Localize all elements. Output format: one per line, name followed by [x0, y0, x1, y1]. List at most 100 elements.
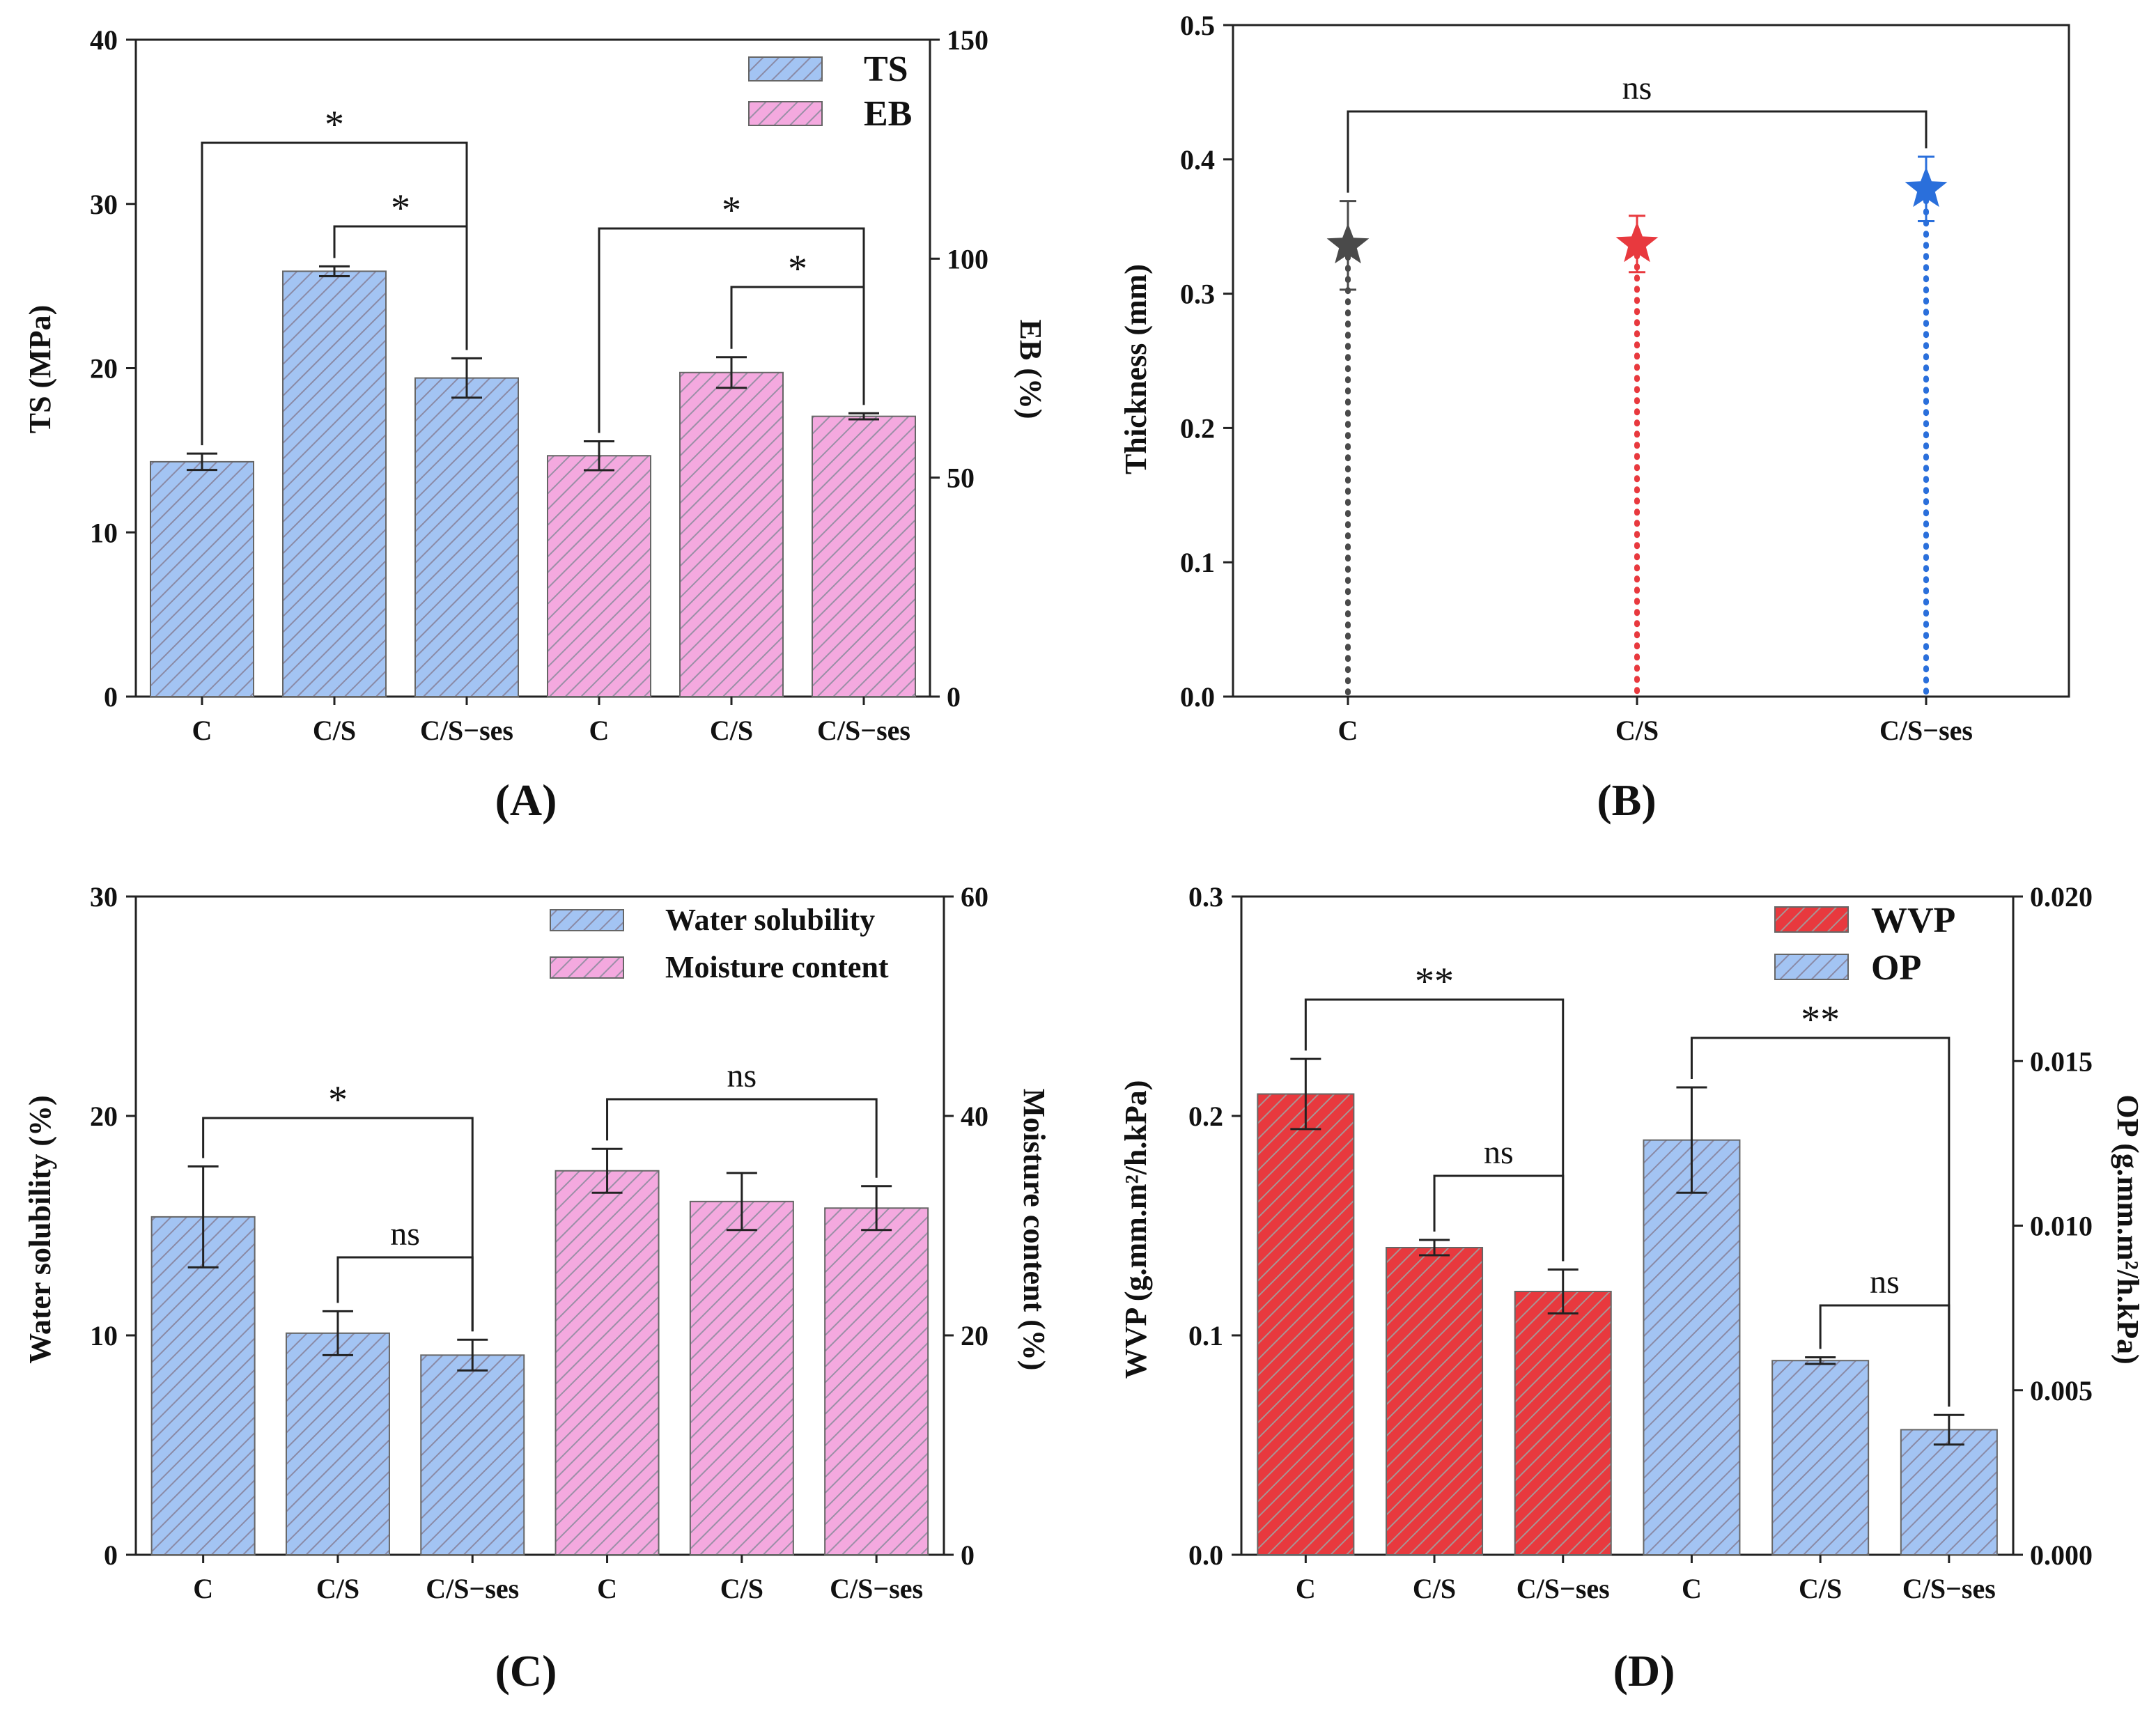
- y-right-tick-label: 0.010: [2030, 1211, 2093, 1242]
- x-tick-label: C/S: [1615, 715, 1659, 746]
- significance-bracket: [1433, 1174, 1565, 1262]
- x-tick-label: C/S: [710, 715, 753, 746]
- x-tick-label: C/S−ses: [1902, 1573, 1996, 1604]
- panel-c-legend: Water solubility Moisture content: [550, 903, 889, 984]
- y-axis-label-left: Water solubility (%): [23, 1095, 57, 1363]
- significance-bracket: [1819, 1304, 1951, 1407]
- panel-d-legend: WVP OP: [1774, 901, 1955, 988]
- y-tick-label: 0.0: [1188, 1539, 1223, 1571]
- panel-b: 0.0 0.1 0.2 0.3 0.4 0.5 C C/S C/S−ses ns Thicknes…: [1119, 10, 2070, 825]
- x-tick-label: C: [192, 715, 212, 746]
- y-axis-label-left: Thickness (mm): [1119, 264, 1153, 474]
- x-tick-label: C/S: [316, 1573, 359, 1604]
- bar-ts: [282, 270, 387, 698]
- bar-op: [1900, 1429, 1998, 1555]
- y-axis-label-right: Moisture content (%): [1017, 1089, 1051, 1371]
- bar-ts: [150, 460, 254, 697]
- bar-moisture-content: [689, 1200, 794, 1555]
- panel-b-marks: 0.0 0.1 0.2 0.3 0.4 0.5 C C/S C/S−ses ns: [1180, 10, 2070, 746]
- data-point-star: [1326, 223, 1370, 264]
- panel-d: 0.0 0.1 0.2 0.3 0.000 0.005 0.010 0.015 0.020 C C/…: [1119, 881, 2145, 1695]
- x-tick-label: C: [589, 715, 610, 746]
- legend-swatch-wvp: [1774, 906, 1849, 933]
- legend-swatch-moisture-content: [550, 956, 624, 979]
- y-right-tick-label: 60: [961, 881, 988, 913]
- significance-bracket: [1304, 998, 1565, 1262]
- y-tick-label: 0.0: [1180, 681, 1215, 713]
- y-right-tick-label: 0: [947, 681, 961, 713]
- legend-label-wvp: WVP: [1871, 901, 1955, 940]
- y-tick-label: 0.2: [1180, 412, 1215, 444]
- y-axis-label-right: OP (g.mm.m²/h.kPa): [2111, 1094, 2145, 1364]
- y-tick-label: 0.3: [1180, 279, 1215, 310]
- legend-swatch-ts: [748, 56, 823, 82]
- panel-a: 0 10 20 30 40 0 50 100 150 C C/S C/S−ses C C/S C/S−ses…: [23, 24, 1048, 825]
- plot-frame: [134, 895, 945, 1556]
- bar-wvp: [1386, 1247, 1484, 1555]
- bar-moisture-content: [554, 1170, 660, 1555]
- significance-bracket: [1690, 1037, 1951, 1407]
- legend-swatch-water-solubility: [550, 909, 624, 931]
- significance-label: **: [1415, 960, 1454, 1003]
- significance-bracket: [333, 225, 468, 350]
- bar-moisture-content: [824, 1207, 929, 1556]
- y-right-tick-label: 20: [961, 1320, 988, 1351]
- y-axis-label-left: TS (MPa): [23, 305, 57, 434]
- significance-bracket: [202, 1117, 474, 1332]
- significance-bracket: [1347, 110, 1928, 193]
- significance-label: ns: [727, 1057, 757, 1094]
- x-tick-label: C/S: [1799, 1573, 1842, 1604]
- panel-a-marks: 0 10 20 30 40 0 50 100 150 C C/S C/S−ses C C/S C/S−ses…: [90, 24, 988, 746]
- significance-label: *: [391, 187, 410, 230]
- y-right-tick-label: 100: [947, 243, 988, 274]
- y-right-tick-label: 50: [947, 463, 975, 494]
- legend-label-eb: EB: [864, 94, 912, 134]
- bar-eb: [679, 371, 784, 698]
- legend-label-op: OP: [1871, 948, 1921, 988]
- y-tick-label: 0.5: [1180, 10, 1215, 41]
- legend-swatch-eb: [748, 101, 823, 126]
- y-tick-label: 20: [90, 353, 118, 385]
- x-tick-label: C: [193, 1573, 213, 1604]
- x-tick-label: C: [597, 1573, 617, 1604]
- x-tick-label: C/S: [720, 1573, 763, 1604]
- plot-frame: [1240, 895, 2015, 1556]
- panel-label-b: (B): [1597, 775, 1656, 825]
- significance-label: *: [722, 189, 741, 232]
- x-tick-label: C: [1682, 1573, 1702, 1604]
- bar-eb: [547, 455, 651, 697]
- x-tick-label: C/S−ses: [1879, 715, 1973, 746]
- x-tick-label: C/S−ses: [817, 715, 910, 746]
- legend-label-water-solubility: Water solubility: [665, 903, 875, 937]
- y-tick-label: 0.4: [1180, 144, 1215, 176]
- data-point-star: [1615, 222, 1659, 263]
- y-tick-label: 30: [90, 881, 118, 913]
- bar-op: [1643, 1139, 1741, 1555]
- panel-label-d: (D): [1613, 1646, 1675, 1695]
- panel-c: 0 10 20 30 0 20 40 60 C C/S C/S−ses C C/S C/S−ses * ns n…: [23, 881, 1051, 1695]
- y-tick-label: 10: [90, 1320, 118, 1351]
- x-tick-label: C/S−ses: [830, 1573, 923, 1604]
- significance-bracket: [606, 1098, 878, 1178]
- y-tick-label: 0: [104, 681, 118, 713]
- bar-water-solubility: [285, 1332, 390, 1555]
- y-axis-label-right: EB (%): [1014, 320, 1048, 419]
- bar-ts: [414, 377, 519, 698]
- legend-label-ts: TS: [864, 49, 908, 89]
- y-axis-label-left: WVP (g.mm.m²/h.kPa): [1119, 1080, 1153, 1379]
- significance-label: *: [788, 247, 807, 290]
- x-tick-label: C/S: [313, 715, 356, 746]
- y-right-tick-label: 150: [947, 24, 988, 56]
- y-tick-label: 0.3: [1188, 881, 1223, 913]
- y-tick-label: 0.1: [1180, 547, 1215, 578]
- panel-c-marks: 0 10 20 30 0 20 40 60 C C/S C/S−ses C C/S C/S−ses * ns n…: [90, 881, 988, 1604]
- y-right-tick-label: 0.020: [2030, 881, 2093, 913]
- y-tick-label: 10: [90, 517, 118, 548]
- x-tick-label: C: [1296, 1573, 1316, 1604]
- y-tick-label: 0.1: [1188, 1320, 1223, 1351]
- data-point-star: [1905, 166, 1948, 208]
- bar-wvp: [1514, 1291, 1612, 1555]
- plot-frame: [1232, 24, 2070, 698]
- y-tick-label: 40: [90, 24, 118, 56]
- y-right-tick-label: 0.005: [2030, 1375, 2093, 1406]
